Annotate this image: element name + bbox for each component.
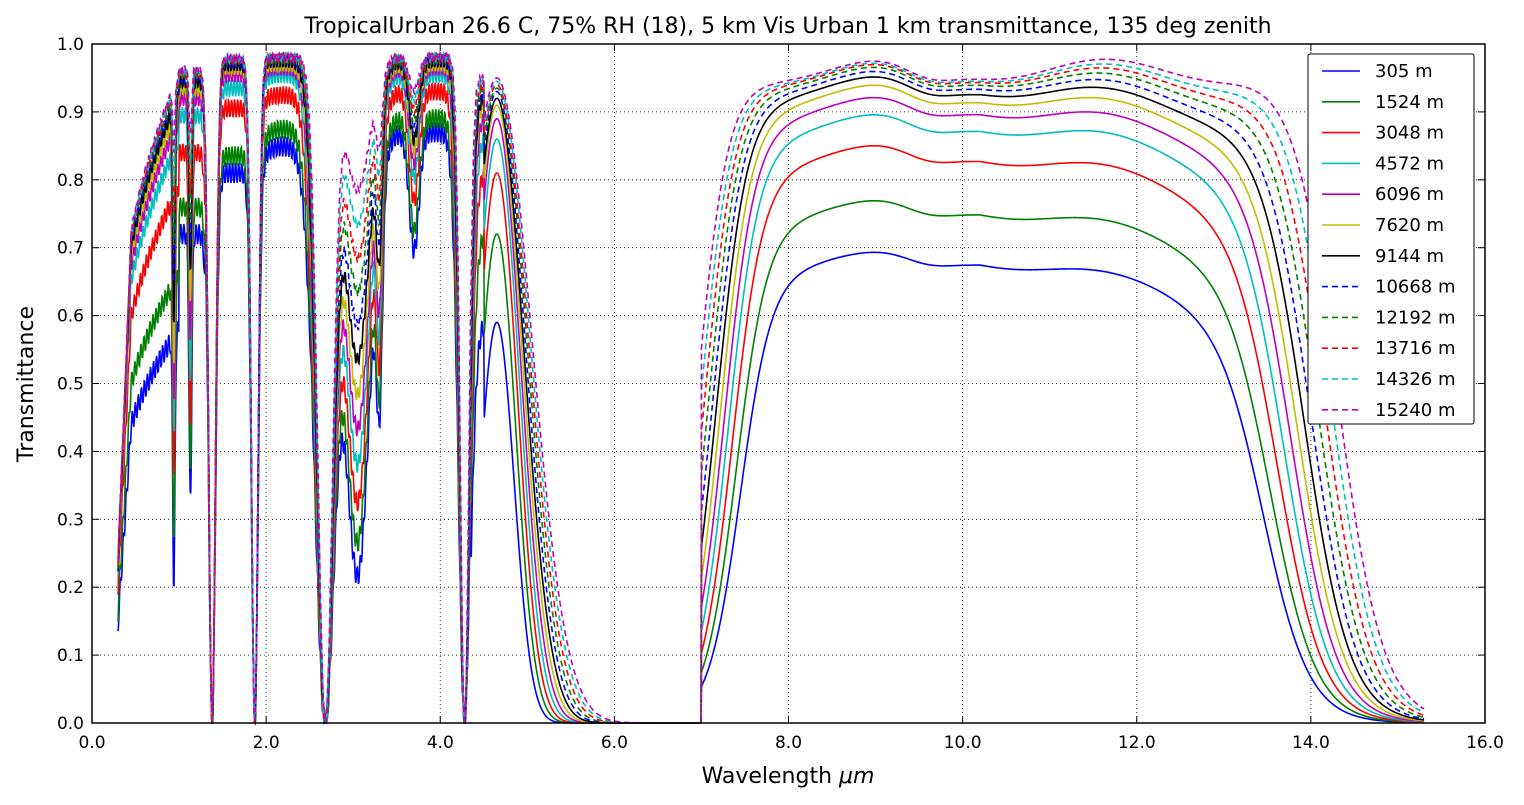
legend: 305 m 1524 m 3048 m 4572 m 6096 m 7620 m 9144 … [1307,53,1475,425]
x-tick-label: 8.0 [775,733,802,753]
legend-label: 13716 m [1375,338,1456,359]
y-tick-labels: 0.0 0.1 0.2 0.3 0.4 0.5 0.6 0.7 0.8 0.9 1.0 [57,35,84,734]
series-line [117,56,1425,724]
y-tick-label: 0.3 [57,510,84,530]
x-tick-label: 4.0 [427,733,454,753]
y-tick-label: 0.2 [57,578,84,598]
y-tick-label: 0.7 [57,239,84,259]
legend-label: 12192 m [1375,307,1456,328]
x-axis-label: Wavelength μm [702,764,875,789]
x-tick-label: 10.0 [944,733,982,753]
y-tick-label: 0.5 [57,375,84,395]
legend-label: 6096 m [1375,184,1444,205]
series-lines [117,50,1425,726]
x-tick-label: 0.0 [78,733,105,753]
legend-label: 4572 m [1375,153,1444,174]
y-tick-label: 0.4 [57,442,84,462]
legend-label: 10668 m [1375,277,1456,298]
legend-label: 9144 m [1375,246,1444,267]
legend-box [1307,53,1475,425]
x-tick-label: 16.0 [1466,733,1504,753]
legend-label: 15240 m [1375,400,1456,421]
y-tick-label: 0.9 [57,103,84,123]
axis-ticks [91,43,1486,724]
legend-label: 305 m [1375,61,1433,82]
x-tick-label: 12.0 [1118,733,1156,753]
y-tick-label: 0.0 [57,714,84,734]
x-tick-label: 6.0 [601,733,628,753]
y-tick-label: 1.0 [57,35,84,55]
grid-lines [91,43,1486,724]
legend-label: 7620 m [1375,215,1444,236]
y-tick-label: 0.1 [57,646,84,666]
legend-label: 3048 m [1375,123,1444,144]
y-axis-label: Transmittance [14,306,39,463]
chart-title: TropicalUrban 26.6 C, 75% RH (18), 5 km … [303,14,1271,39]
legend-label: 1524 m [1375,92,1444,113]
legend-label: 14326 m [1375,369,1456,390]
x-tick-label: 14.0 [1292,733,1330,753]
x-tick-label: 2.0 [253,733,280,753]
x-tick-labels: 0.0 2.0 4.0 6.0 8.0 10.0 12.0 14.0 16.0 [78,733,1503,753]
y-tick-label: 0.6 [57,307,84,327]
y-tick-label: 0.8 [57,171,84,191]
